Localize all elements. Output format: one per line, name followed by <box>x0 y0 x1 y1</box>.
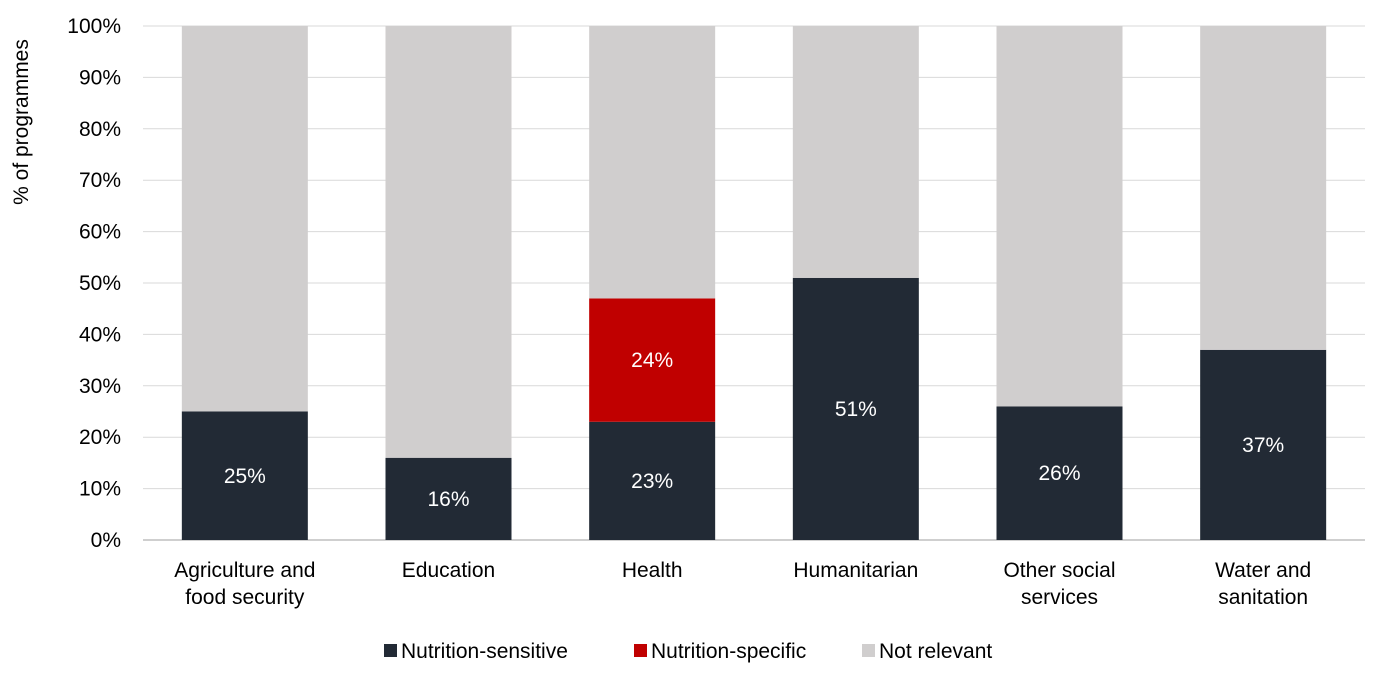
y-tick-label: 20% <box>79 426 121 449</box>
bar-segment-not-relevant <box>181 26 308 412</box>
x-category-label: Humanitarian <box>793 559 918 582</box>
y-axis-label: % of programmes <box>10 39 33 205</box>
x-category-label: Education <box>402 559 495 582</box>
legend-label: Not relevant <box>879 640 992 663</box>
y-tick-label: 50% <box>79 272 121 295</box>
data-label: 24% <box>631 349 673 372</box>
data-label: 16% <box>427 488 469 511</box>
legend-label: Nutrition-specific <box>651 640 806 663</box>
gridlines <box>143 25 1365 541</box>
bar-segment-nutrition-sensitive <box>792 277 919 540</box>
bar-segment-not-relevant <box>589 26 716 299</box>
data-label: 23% <box>631 470 673 493</box>
y-tick-label: 10% <box>79 478 121 501</box>
y-axis-tick-labels: 0% 10% 20% 30% 40% 50% 60% 70% 80% 90% 100% <box>67 15 121 552</box>
legend: Nutrition-sensitive Nutrition-specific Not… <box>384 640 992 663</box>
x-category-label: services <box>1021 586 1098 609</box>
bar-segment-nutrition-sensitive <box>589 421 716 540</box>
x-category-label: Health <box>622 559 683 582</box>
data-label: 37% <box>1242 434 1284 457</box>
x-category-label: food security <box>185 586 305 609</box>
x-category-label: Water and <box>1215 559 1311 582</box>
data-label: 26% <box>1038 462 1080 485</box>
bar-segment-not-relevant <box>1200 26 1327 350</box>
x-axis-category-labels: Agriculture and food security Education Hea… <box>174 559 1311 609</box>
legend-label: Nutrition-sensitive <box>401 640 568 663</box>
x-category-label: sanitation <box>1218 586 1308 609</box>
y-tick-label: 60% <box>79 221 121 244</box>
legend-swatch <box>634 644 647 657</box>
bar-segment-nutrition-sensitive <box>996 406 1123 540</box>
x-category-label: Agriculture and <box>174 559 315 582</box>
bar-segment-not-relevant <box>385 26 512 458</box>
bar-segment-not-relevant <box>996 26 1123 407</box>
bar-segment-nutrition-specific <box>589 298 716 422</box>
bar-segment-nutrition-sensitive <box>385 457 512 540</box>
y-tick-label: 100% <box>67 15 121 38</box>
y-tick-label: 70% <box>79 169 121 192</box>
data-label: 25% <box>224 465 266 488</box>
bar-segment-nutrition-sensitive <box>181 411 308 540</box>
y-tick-label: 30% <box>79 375 121 398</box>
y-tick-label: 90% <box>79 66 121 89</box>
legend-swatch <box>862 644 875 657</box>
bar-segment-not-relevant <box>792 26 919 278</box>
y-tick-label: 80% <box>79 118 121 141</box>
data-label: 51% <box>835 398 877 421</box>
bar-segment-nutrition-sensitive <box>1200 349 1327 540</box>
x-category-label: Other social <box>1003 559 1115 582</box>
y-tick-label: 0% <box>91 529 121 552</box>
legend-swatch <box>384 644 397 657</box>
bars: 25% 16% 23% 24% 51% 26% 37% <box>181 26 1327 540</box>
y-tick-label: 40% <box>79 323 121 346</box>
